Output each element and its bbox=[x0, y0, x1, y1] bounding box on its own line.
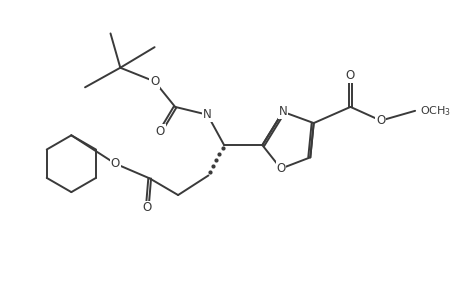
Text: O: O bbox=[142, 201, 151, 214]
Text: O: O bbox=[156, 125, 165, 138]
Text: O: O bbox=[150, 75, 159, 88]
Text: O: O bbox=[111, 157, 120, 170]
Text: O: O bbox=[345, 69, 354, 82]
Text: OCH$_3$: OCH$_3$ bbox=[419, 104, 450, 118]
Text: N: N bbox=[278, 105, 286, 118]
Text: N: N bbox=[203, 108, 212, 121]
Text: O: O bbox=[375, 114, 385, 127]
Text: O: O bbox=[276, 162, 285, 175]
